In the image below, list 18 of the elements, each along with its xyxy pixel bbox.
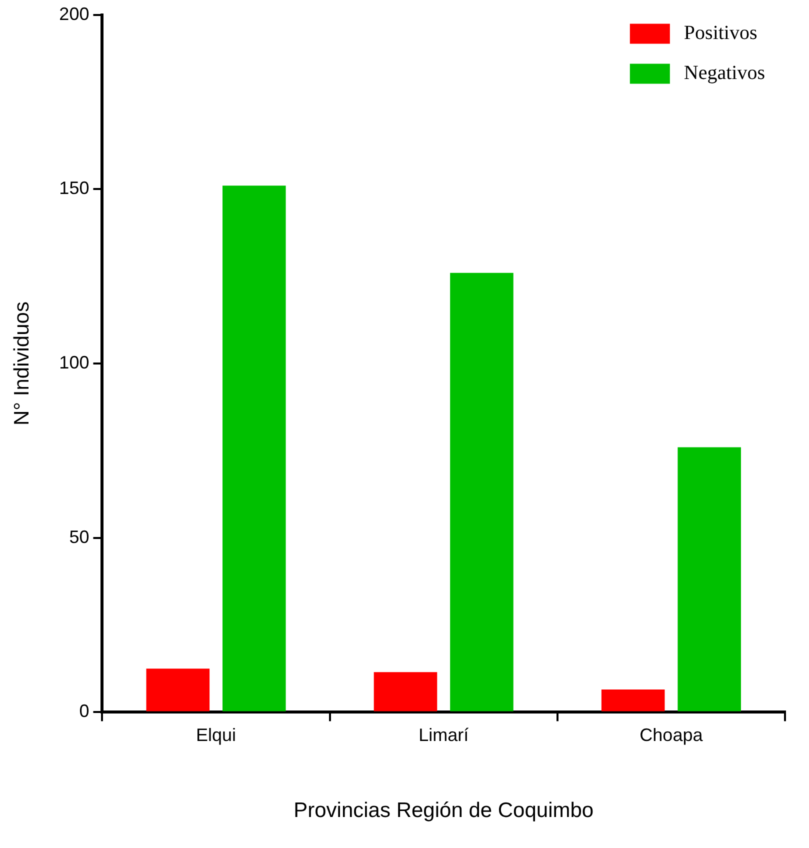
y-tick-label: 100 [59,352,90,372]
legend-label: Negativos [684,62,766,84]
y-tick-label: 50 [69,526,90,547]
bar [601,690,665,712]
bar [678,447,741,712]
bar [450,272,514,712]
bar [146,668,210,712]
y-tick-label: 0 [79,701,90,722]
x-tick-label: Choapa [640,724,704,745]
x-tick-label: Elqui [196,724,236,745]
bar [222,186,286,712]
legend-label: Positivos [684,22,758,44]
x-tick-label: Limarí [418,724,469,745]
y-tick-label: 150 [59,178,90,198]
x-axis-title: Provincias Región de Coquimbo [294,799,594,822]
y-tick-label: 200 [59,4,90,24]
y-axis-title: N° Individuos [10,302,34,426]
bar [374,672,438,712]
